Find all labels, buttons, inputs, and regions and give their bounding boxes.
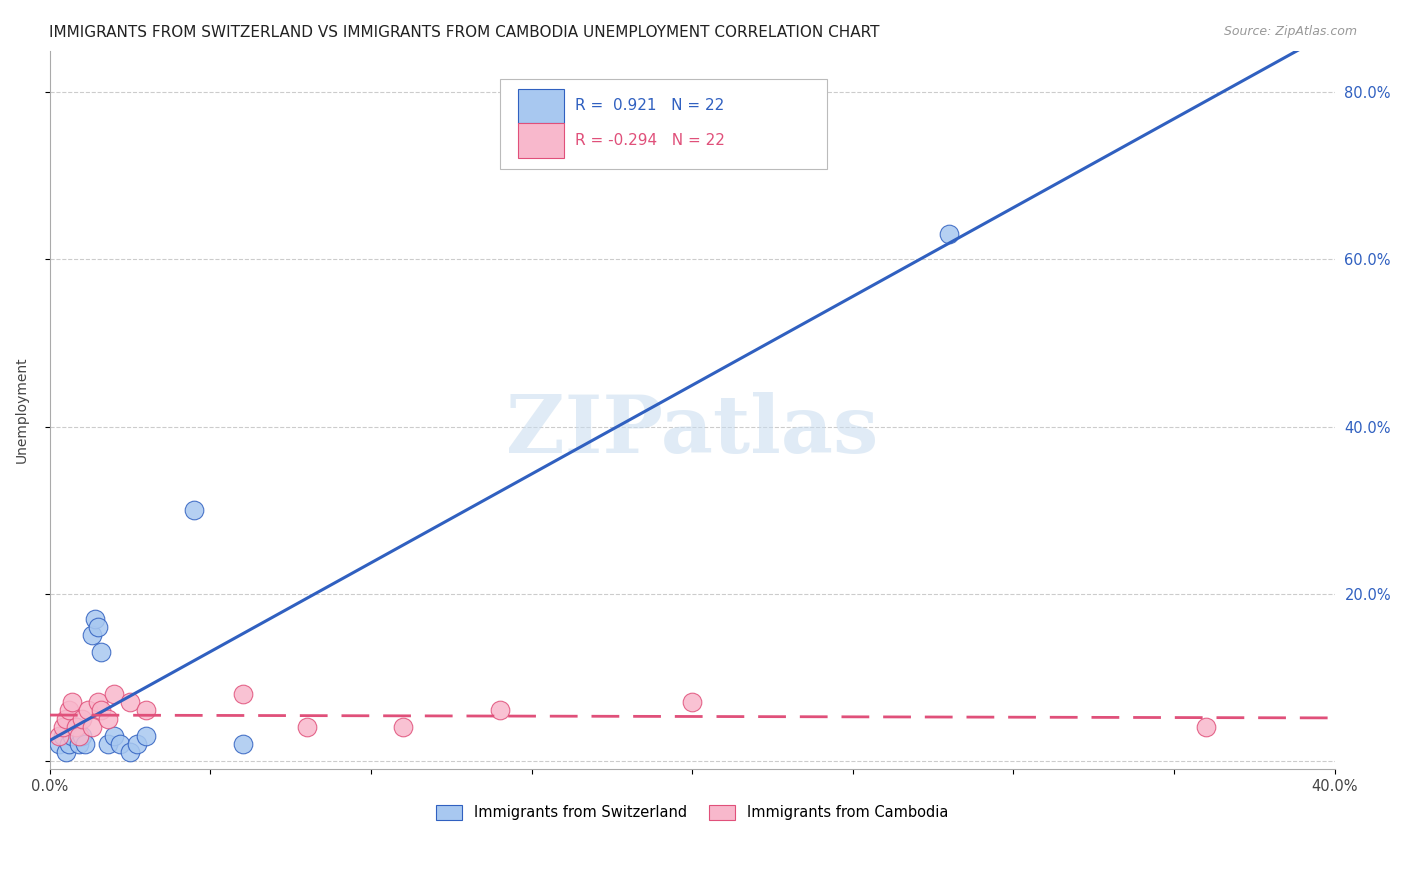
Point <box>110 737 132 751</box>
Point <box>55 745 77 759</box>
Point <box>70 712 93 726</box>
Point <box>232 737 254 751</box>
Point <box>681 695 703 709</box>
FancyBboxPatch shape <box>517 88 564 123</box>
Point <box>295 720 318 734</box>
Text: IMMIGRANTS FROM SWITZERLAND VS IMMIGRANTS FROM CAMBODIA UNEMPLOYMENT CORRELATION: IMMIGRANTS FROM SWITZERLAND VS IMMIGRANT… <box>49 25 880 40</box>
Point <box>65 720 87 734</box>
Point <box>103 687 125 701</box>
Point <box>75 737 97 751</box>
Point <box>938 227 960 242</box>
Point <box>65 720 87 734</box>
Point <box>58 704 80 718</box>
Text: ZIPatlas: ZIPatlas <box>506 392 879 470</box>
Point <box>77 704 100 718</box>
Point <box>120 745 142 759</box>
FancyBboxPatch shape <box>517 123 564 158</box>
Point <box>232 687 254 701</box>
Text: Source: ZipAtlas.com: Source: ZipAtlas.com <box>1223 25 1357 38</box>
Point <box>58 737 80 751</box>
Point <box>80 628 103 642</box>
Point <box>135 704 157 718</box>
Y-axis label: Unemployment: Unemployment <box>15 357 30 463</box>
Point <box>83 612 105 626</box>
Point <box>103 729 125 743</box>
Text: R =  0.921   N = 22: R = 0.921 N = 22 <box>575 98 724 113</box>
Point <box>67 737 90 751</box>
Point <box>392 720 415 734</box>
Point <box>87 620 110 634</box>
Point <box>135 729 157 743</box>
Point <box>90 645 112 659</box>
Point <box>48 729 70 743</box>
Legend: Immigrants from Switzerland, Immigrants from Cambodia: Immigrants from Switzerland, Immigrants … <box>430 799 955 826</box>
Point <box>60 695 83 709</box>
Point <box>67 729 90 743</box>
Point <box>80 720 103 734</box>
Point <box>87 695 110 709</box>
FancyBboxPatch shape <box>499 79 827 169</box>
Point <box>125 737 148 751</box>
Point <box>90 704 112 718</box>
Point <box>52 720 75 734</box>
Point <box>488 704 510 718</box>
Point <box>48 737 70 751</box>
Point <box>52 729 75 743</box>
Point <box>97 712 120 726</box>
Point <box>70 729 93 743</box>
Point <box>55 712 77 726</box>
Point <box>183 503 205 517</box>
Point <box>60 729 83 743</box>
Point <box>1195 720 1218 734</box>
Point <box>120 695 142 709</box>
Text: R = -0.294   N = 22: R = -0.294 N = 22 <box>575 133 725 148</box>
Point <box>97 737 120 751</box>
